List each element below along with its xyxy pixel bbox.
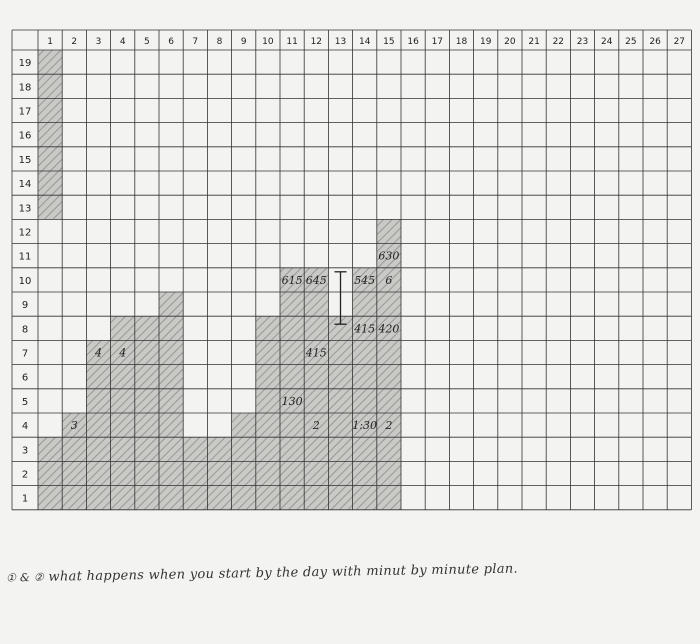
annotation-label: 2 <box>312 419 320 432</box>
x-tick-label: 8 <box>217 37 223 47</box>
footnote-markers: ① & ② <box>5 570 45 585</box>
bar-col-1 <box>38 437 63 510</box>
bar-col-7 <box>183 437 208 510</box>
x-tick-label: 14 <box>359 37 371 47</box>
y-tick-label: 12 <box>19 228 32 239</box>
annotation-label: 6 <box>385 274 392 287</box>
x-tick-label: 16 <box>407 37 419 47</box>
x-tick-label: 3 <box>96 37 102 47</box>
x-tick-label: 1 <box>47 37 53 47</box>
y-tick-label: 16 <box>19 131 32 142</box>
annotation-label: 645 <box>306 274 327 287</box>
y-tick-label: 10 <box>19 276 32 287</box>
x-tick-label: 19 <box>480 37 492 47</box>
y-tick-label: 18 <box>19 82 32 93</box>
floating-bar-col-1 <box>38 50 63 220</box>
x-tick-label: 25 <box>625 37 636 47</box>
y-tick-label: 1 <box>22 494 28 505</box>
x-tick-label: 6 <box>168 37 174 47</box>
x-tick-label: 22 <box>553 37 564 47</box>
bar-col-6 <box>159 292 184 510</box>
annotation-label: 415 <box>353 322 375 335</box>
x-tick-label: 24 <box>601 37 613 47</box>
y-tick-label: 5 <box>22 397 28 408</box>
x-tick-label: 9 <box>241 37 247 47</box>
x-tick-label: 26 <box>649 37 661 47</box>
annotation-label: 2 <box>384 419 392 432</box>
y-tick-label: 6 <box>22 373 28 384</box>
x-tick-label: 10 <box>262 37 274 47</box>
annotation-label: 615 <box>282 274 303 287</box>
x-tick-label: 4 <box>120 37 126 47</box>
x-tick-label: 2 <box>71 37 77 47</box>
x-tick-label: 20 <box>504 37 516 47</box>
y-tick-label: 2 <box>22 470 28 481</box>
y-tick-label: 4 <box>22 421 28 432</box>
y-tick-label: 19 <box>19 58 32 69</box>
x-tick-label: 23 <box>577 37 588 47</box>
x-tick-label: 5 <box>144 37 150 47</box>
annotation-label: 4 <box>118 347 126 360</box>
bar-col-8 <box>207 437 232 510</box>
x-tick-label: 18 <box>456 37 468 47</box>
x-tick-label: 11 <box>286 37 297 47</box>
annotation-label: 420 <box>377 322 399 335</box>
annotation-label: 630 <box>378 250 399 263</box>
annotation-label: 415 <box>305 347 327 360</box>
x-tick-label: 13 <box>335 37 346 47</box>
annotation-label: 3 <box>71 419 78 432</box>
x-tick-label: 7 <box>192 37 198 47</box>
x-tick-label: 17 <box>432 37 443 47</box>
x-tick-label: 27 <box>674 37 685 47</box>
annotation-label: 4 <box>94 347 102 360</box>
annotation-label: 1:30 <box>352 419 377 432</box>
y-tick-label: 17 <box>19 107 32 118</box>
y-tick-label: 15 <box>19 155 32 166</box>
x-tick-label: 21 <box>528 37 539 47</box>
y-tick-label: 11 <box>19 252 32 263</box>
annotation-label: 130 <box>282 395 303 408</box>
y-tick-label: 14 <box>19 179 32 190</box>
x-tick-label: 12 <box>311 37 322 47</box>
y-tick-label: 13 <box>19 203 32 214</box>
y-tick-label: 7 <box>22 349 28 360</box>
y-tick-label: 8 <box>22 324 28 335</box>
y-tick-label: 3 <box>22 445 28 456</box>
x-tick-label: 15 <box>383 37 394 47</box>
bar-col-3 <box>86 340 111 510</box>
annotation-label: 545 <box>354 274 375 287</box>
y-tick-label: 9 <box>22 300 28 311</box>
